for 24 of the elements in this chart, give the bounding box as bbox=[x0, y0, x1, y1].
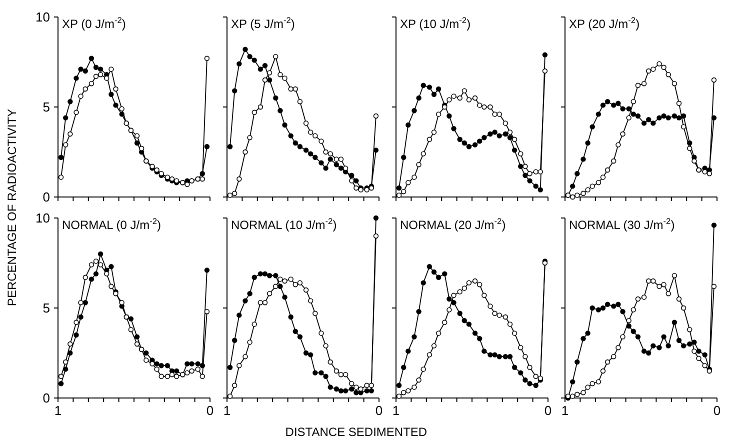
y-tick-label: 10 bbox=[36, 210, 50, 226]
chart-title: XP (10 J/m$^{-2}$) bbox=[400, 15, 471, 31]
chart-title: NORMAL (30 J/m$^{-2}$) bbox=[569, 216, 675, 232]
chart-title: XP (5 J/m$^{-2}$) bbox=[231, 15, 295, 31]
x-tick-label: 1 bbox=[392, 403, 400, 418]
chart-title: XP (0 J/m$^{-2}$) bbox=[62, 15, 126, 31]
x-tick-label: 1 bbox=[561, 403, 569, 418]
chart-title: NORMAL (10 J/m$^{-2}$) bbox=[231, 216, 337, 232]
x-tick-label: 1 bbox=[54, 403, 62, 418]
chart-title: NORMAL (0 J/m$^{-2}$) bbox=[62, 216, 162, 232]
y-tick-label: 10 bbox=[36, 10, 50, 25]
x-tick-label: 0 bbox=[544, 403, 552, 418]
x-tick-label: 0 bbox=[206, 403, 214, 418]
chart-title: NORMAL (20 J/m$^{-2}$) bbox=[400, 216, 506, 232]
y-axis-title: PERCENTAGE OF RADIOACTIVITY bbox=[5, 108, 19, 306]
y-tick-label: 0 bbox=[42, 190, 50, 205]
y-tick-label: 5 bbox=[42, 100, 50, 115]
x-axis-title: DISTANCE SEDIMENTED bbox=[285, 425, 428, 439]
x-tick-label: 0 bbox=[375, 403, 383, 418]
x-tick-label: 1 bbox=[223, 403, 231, 418]
x-tick-label: 0 bbox=[713, 403, 721, 418]
chart-title: XP (20 J/m$^{-2}$) bbox=[569, 15, 640, 31]
y-tick-label: 5 bbox=[42, 300, 50, 316]
y-tick-label: 0 bbox=[42, 390, 50, 406]
